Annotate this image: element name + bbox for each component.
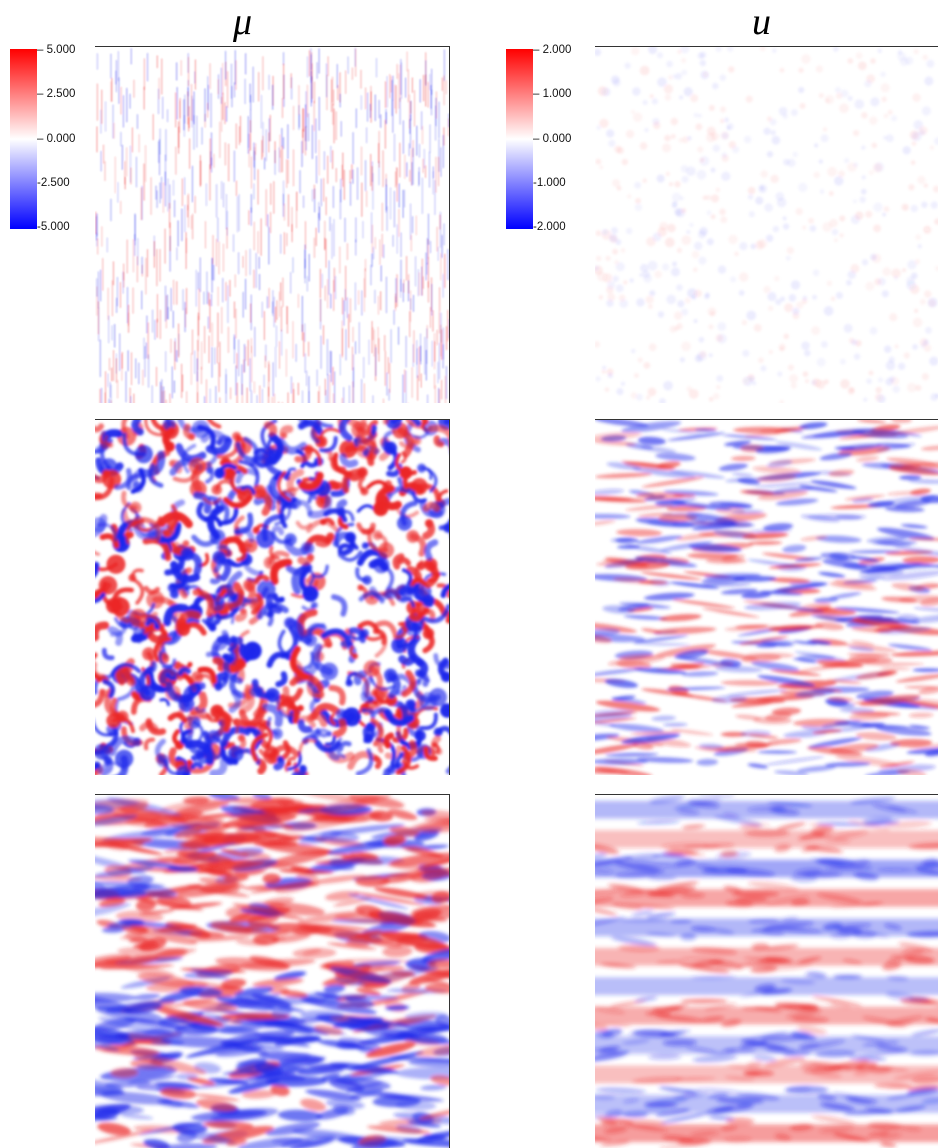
u-colorbar-tick-upper: ‒ 1.000 xyxy=(533,88,571,100)
mu-colorbar-tick-min: -5.000 xyxy=(37,221,70,233)
u-panel-row3 xyxy=(595,794,938,1148)
mu-column-title: μ xyxy=(233,0,252,44)
mu-colorbar-tick-upper: ‒ 2.500 xyxy=(37,88,75,100)
u-colorbar xyxy=(506,49,533,229)
u-panel-row2 xyxy=(595,419,938,775)
u-panel-row1 xyxy=(595,46,938,403)
u-colorbar-tick-max: ‒ 2.000 xyxy=(533,44,571,56)
mu-colorbar xyxy=(10,49,37,229)
u-column-title: u xyxy=(752,0,771,44)
u-colorbar-tick-min: -2.000 xyxy=(533,221,566,233)
mu-colorbar-tick-mid: ‒ 0.000 xyxy=(37,133,75,145)
u-colorbar-tick-lower: -1.000 xyxy=(533,177,566,189)
mu-colorbar-tick-max: ‒ 5.000 xyxy=(37,44,75,56)
mu-panel-row2 xyxy=(95,419,450,775)
mu-panel-row1 xyxy=(95,46,450,403)
u-colorbar-tick-mid: ‒ 0.000 xyxy=(533,133,571,145)
mu-colorbar-tick-lower: -2.500 xyxy=(37,177,70,189)
mu-panel-row3 xyxy=(95,794,450,1148)
